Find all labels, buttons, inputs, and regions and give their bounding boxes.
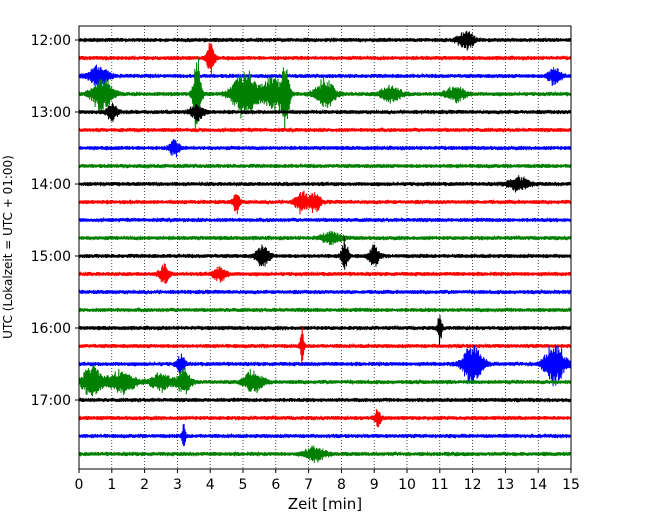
trace-line [78, 326, 572, 365]
trace-line [78, 423, 572, 447]
x-tick-label: 8 [337, 477, 346, 493]
trace-line [78, 315, 572, 347]
x-tick-label: 3 [173, 477, 182, 493]
trace-line [78, 58, 572, 129]
trace-line [78, 217, 572, 223]
x-axis-label: Zeit [min] [288, 495, 362, 513]
trace-line [78, 42, 572, 75]
trace-line [78, 236, 572, 270]
trace-group [78, 30, 572, 463]
y-axis: 12:00 13:00 14:00 15:00 16:00 17:00 [31, 33, 79, 409]
x-tick-label: 14 [529, 477, 547, 493]
x-tick-label: 1 [107, 477, 116, 493]
grid-lines [111, 26, 539, 469]
y-tick-label: 17:00 [31, 393, 71, 409]
plot-frame [78, 25, 572, 470]
trace-line [78, 409, 572, 428]
x-tick-label: 9 [370, 477, 379, 493]
trace-line [78, 289, 572, 295]
y-tick-label: 13:00 [31, 105, 71, 121]
trace-line [78, 139, 572, 158]
trace-line [78, 344, 572, 387]
x-axis: 0 1 2 3 4 5 6 7 8 9 10 11 12 13 14 15 [75, 469, 580, 493]
y-axis-label: UTC (Lokalzeit = UTC + 01:00) [1, 155, 15, 339]
x-tick-label: 7 [304, 477, 313, 493]
y-tick-label: 14:00 [31, 177, 71, 193]
trace-line [78, 397, 572, 403]
y-tick-label: 16:00 [31, 321, 71, 337]
trace-line [78, 230, 572, 246]
x-tick-label: 0 [75, 477, 84, 493]
trace-line [78, 30, 572, 51]
x-tick-label: 12 [464, 477, 482, 493]
trace-line [78, 364, 572, 397]
x-tick-label: 15 [562, 477, 580, 493]
trace-line [78, 307, 572, 313]
y-tick-label: 15:00 [31, 249, 71, 265]
x-tick-label: 4 [206, 477, 215, 493]
trace-line [78, 445, 572, 463]
x-tick-label: 5 [239, 477, 248, 493]
x-tick-label: 10 [398, 477, 416, 493]
trace-line [78, 190, 572, 215]
x-tick-label: 11 [431, 477, 449, 493]
x-tick-label: 2 [140, 477, 149, 493]
trace-line [78, 102, 572, 122]
x-tick-label: 6 [271, 477, 280, 493]
y-tick-label: 12:00 [31, 33, 71, 49]
trace-line [78, 175, 572, 193]
x-tick-label: 13 [496, 477, 514, 493]
trace-line [78, 163, 572, 169]
trace-line [78, 127, 572, 133]
trace-line [78, 64, 572, 88]
trace-line [78, 263, 572, 284]
